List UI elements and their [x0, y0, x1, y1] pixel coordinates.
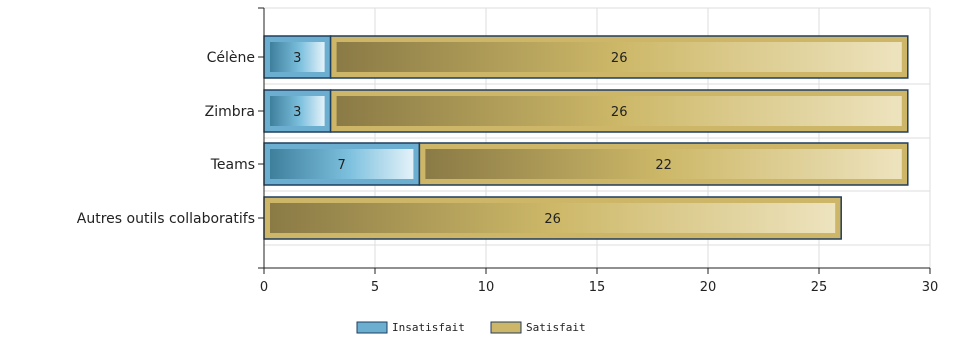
category-label: Zimbra	[205, 104, 255, 120]
x-tick-label: 20	[700, 280, 717, 295]
bar-satisfait-0	[329, 35, 909, 79]
x-tick-label: 25	[811, 280, 828, 295]
gridlines	[264, 7, 931, 268]
bar-value-label: 3	[293, 51, 301, 66]
bars: 3 26 3 26 7 22 26	[263, 35, 909, 240]
x-tick-label: 15	[589, 280, 606, 295]
category-label: Célène	[207, 50, 255, 66]
legend-swatch	[490, 321, 522, 334]
bar-insatisfait-2	[263, 142, 421, 186]
legend: Insatisfait Satisfait	[356, 321, 586, 334]
bar-value-label: 3	[293, 105, 301, 120]
bar-value-label: 7	[338, 158, 346, 173]
bar-value-label: 22	[655, 158, 672, 173]
x-tick-label: 10	[478, 280, 495, 295]
category-label: Autres outils collaboratifs	[77, 211, 255, 227]
legend-swatch	[356, 321, 388, 334]
x-tick-label: 0	[260, 280, 268, 295]
bar-value-label: 26	[611, 51, 628, 66]
x-tick-label: 30	[922, 280, 939, 295]
bar-satisfait-2	[418, 142, 909, 186]
bar-satisfait-3	[263, 196, 842, 240]
bar-insatisfait-0	[263, 35, 332, 79]
legend-label: Satisfait	[526, 321, 586, 334]
axes: Célène Zimbra Teams Autres outils collabora…	[77, 7, 939, 295]
legend-label: Insatisfait	[392, 321, 465, 334]
bar-insatisfait-1	[263, 89, 332, 133]
bar-value-label: 26	[611, 105, 628, 120]
x-tick-label: 5	[371, 280, 379, 295]
legend-item-satisfait: Satisfait	[490, 321, 586, 334]
legend-item-insatisfait: Insatisfait	[356, 321, 465, 334]
category-label: Teams	[210, 157, 255, 173]
bar-satisfait-1	[329, 89, 909, 133]
bar-value-label: 26	[544, 212, 561, 227]
